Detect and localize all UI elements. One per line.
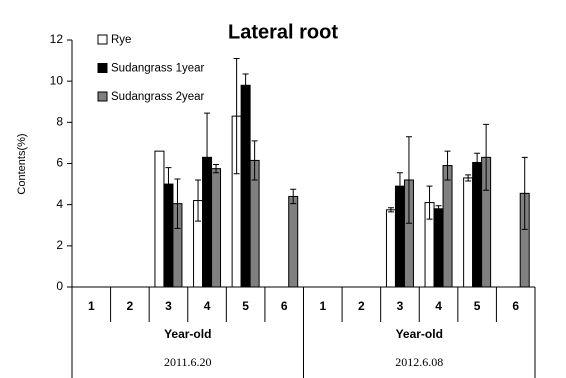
- error-bar: [396, 172, 403, 201]
- bar: [240, 84, 251, 288]
- x-tick-label: 5: [242, 299, 249, 313]
- error-bar: [251, 140, 258, 181]
- legend-swatch: [97, 63, 108, 73]
- chart-title: Lateral root: [228, 21, 338, 43]
- error-bar: [465, 174, 472, 182]
- error-bar: [521, 156, 528, 230]
- legend-swatch: [97, 34, 108, 45]
- error-bar: [444, 150, 451, 181]
- y-tick-label: 12: [50, 32, 64, 46]
- bar: [385, 209, 396, 288]
- legend-label: Sudangrass 1year: [111, 63, 205, 75]
- legend-label: Sudangrass 2year: [111, 91, 205, 103]
- y-tick-label: 4: [56, 197, 63, 211]
- bar: [463, 177, 474, 288]
- error-bar: [435, 205, 442, 213]
- bar: [394, 185, 405, 288]
- group-axis-label: Year-old: [164, 327, 211, 341]
- y-tick-label: 8: [56, 115, 63, 129]
- group-label: 2012.6.08: [395, 355, 443, 369]
- y-tick-label: 2: [56, 238, 63, 252]
- error-bar: [174, 178, 181, 229]
- y-tick-label: 0: [56, 279, 63, 293]
- x-tick-label: 1: [319, 299, 326, 313]
- y-tick-label: 10: [50, 73, 64, 87]
- group-axis-label: Year-old: [396, 327, 443, 341]
- bar: [472, 161, 483, 288]
- error-bar: [290, 188, 297, 205]
- bar: [154, 150, 165, 288]
- error-bar: [204, 112, 211, 203]
- x-tick-label: 4: [435, 299, 442, 313]
- x-tick-label: 5: [474, 299, 481, 313]
- bar: [288, 195, 299, 288]
- y-axis-label: Contents(%): [16, 133, 28, 194]
- x-tick-label: 2: [127, 299, 134, 313]
- legend-swatch: [97, 91, 108, 102]
- x-tick-label: 6: [512, 299, 519, 313]
- bar: [433, 208, 444, 288]
- error-bar: [405, 136, 412, 224]
- x-tick-label: 1: [88, 299, 95, 313]
- group-label: 2011.6.20: [164, 355, 212, 369]
- y-tick-label: 6: [56, 156, 63, 170]
- error-bar: [233, 58, 240, 175]
- error-bar: [483, 123, 490, 191]
- error-bar: [165, 167, 172, 202]
- error-bar: [213, 164, 220, 174]
- x-tick-label: 4: [204, 299, 211, 313]
- error-bar: [474, 152, 481, 173]
- x-tick-label: 3: [165, 299, 172, 313]
- bar: [211, 168, 222, 288]
- error-bar: [242, 73, 249, 98]
- error-bar: [426, 185, 433, 220]
- legend-label: Rye: [111, 34, 131, 46]
- x-tick-label: 6: [281, 299, 288, 313]
- bar: [442, 165, 453, 288]
- x-tick-label: 2: [358, 299, 365, 313]
- error-bar: [387, 207, 394, 213]
- error-bar: [195, 179, 202, 222]
- x-tick-label: 3: [397, 299, 404, 313]
